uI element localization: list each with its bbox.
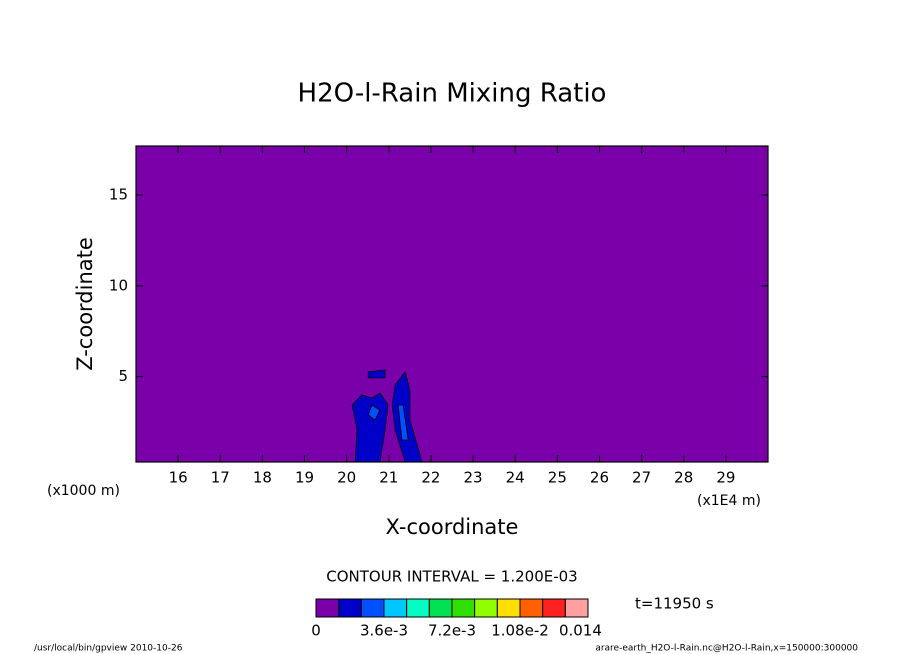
x-tick-label: 28 [674, 469, 693, 487]
y-axis-label: Z-coordinate [73, 237, 97, 371]
colorbar-box [496, 598, 521, 618]
plot-background [136, 146, 768, 462]
x-tick-label: 23 [464, 469, 483, 487]
colorbar-box [451, 598, 476, 618]
colorbar-box [474, 598, 498, 618]
colorbar-box [564, 598, 589, 618]
x-tick-label: 26 [590, 469, 609, 487]
x-tick-label: 17 [211, 469, 230, 487]
colorbar-box [519, 598, 544, 618]
x-tick-label: 22 [421, 469, 440, 487]
colorbar-label: 1.08e-2 [491, 622, 549, 640]
x-tick-label: 24 [506, 469, 525, 487]
contour-region [367, 369, 386, 379]
x-tick-label: 20 [337, 469, 356, 487]
colorbar-box [406, 598, 430, 618]
x-tick-label: 18 [253, 469, 272, 487]
colorbar-box [428, 598, 453, 618]
y-tick-label: 10 [109, 276, 128, 294]
colorbar-box [360, 598, 385, 618]
contour-region [397, 404, 409, 441]
colorbar-box [383, 598, 408, 618]
x-tick-label: 21 [379, 469, 398, 487]
colorbar-label: 0.014 [559, 622, 602, 640]
contour-interval: CONTOUR INTERVAL = 1.200E-03 [326, 568, 577, 586]
x-unit: (x1000 m) [47, 483, 120, 499]
x-tick-label: 27 [632, 469, 651, 487]
x-tick-label: 29 [716, 469, 735, 487]
x-axis-label: X-coordinate [386, 515, 519, 539]
colorbar-label: 3.6e-3 [360, 622, 408, 640]
colorbar-box [542, 598, 566, 618]
colorbar-box [315, 598, 340, 618]
footer: arare-earth_H2O-l-Rain.nc@H2O-l-Rain,x=1… [595, 644, 858, 654]
footer: /usr/local/bin/gpview 2010-10-26 [34, 644, 183, 654]
colorbar-label: 0 [311, 622, 321, 640]
chart-title: H2O-l-Rain Mixing Ratio [298, 79, 607, 109]
y-tick-label: 5 [118, 367, 128, 385]
x-tick-label: 19 [295, 469, 314, 487]
contour-region [367, 404, 381, 421]
colorbar-box [338, 598, 362, 618]
time-label: t=11950 s [635, 595, 714, 613]
y-tick-label: 15 [109, 186, 128, 204]
x-tick-label: 25 [548, 469, 567, 487]
x-tick-label: 16 [169, 469, 188, 487]
plot-frame [135, 145, 769, 463]
x-unit: (x1E4 m) [697, 493, 761, 509]
colorbar-label: 7.2e-3 [428, 622, 476, 640]
